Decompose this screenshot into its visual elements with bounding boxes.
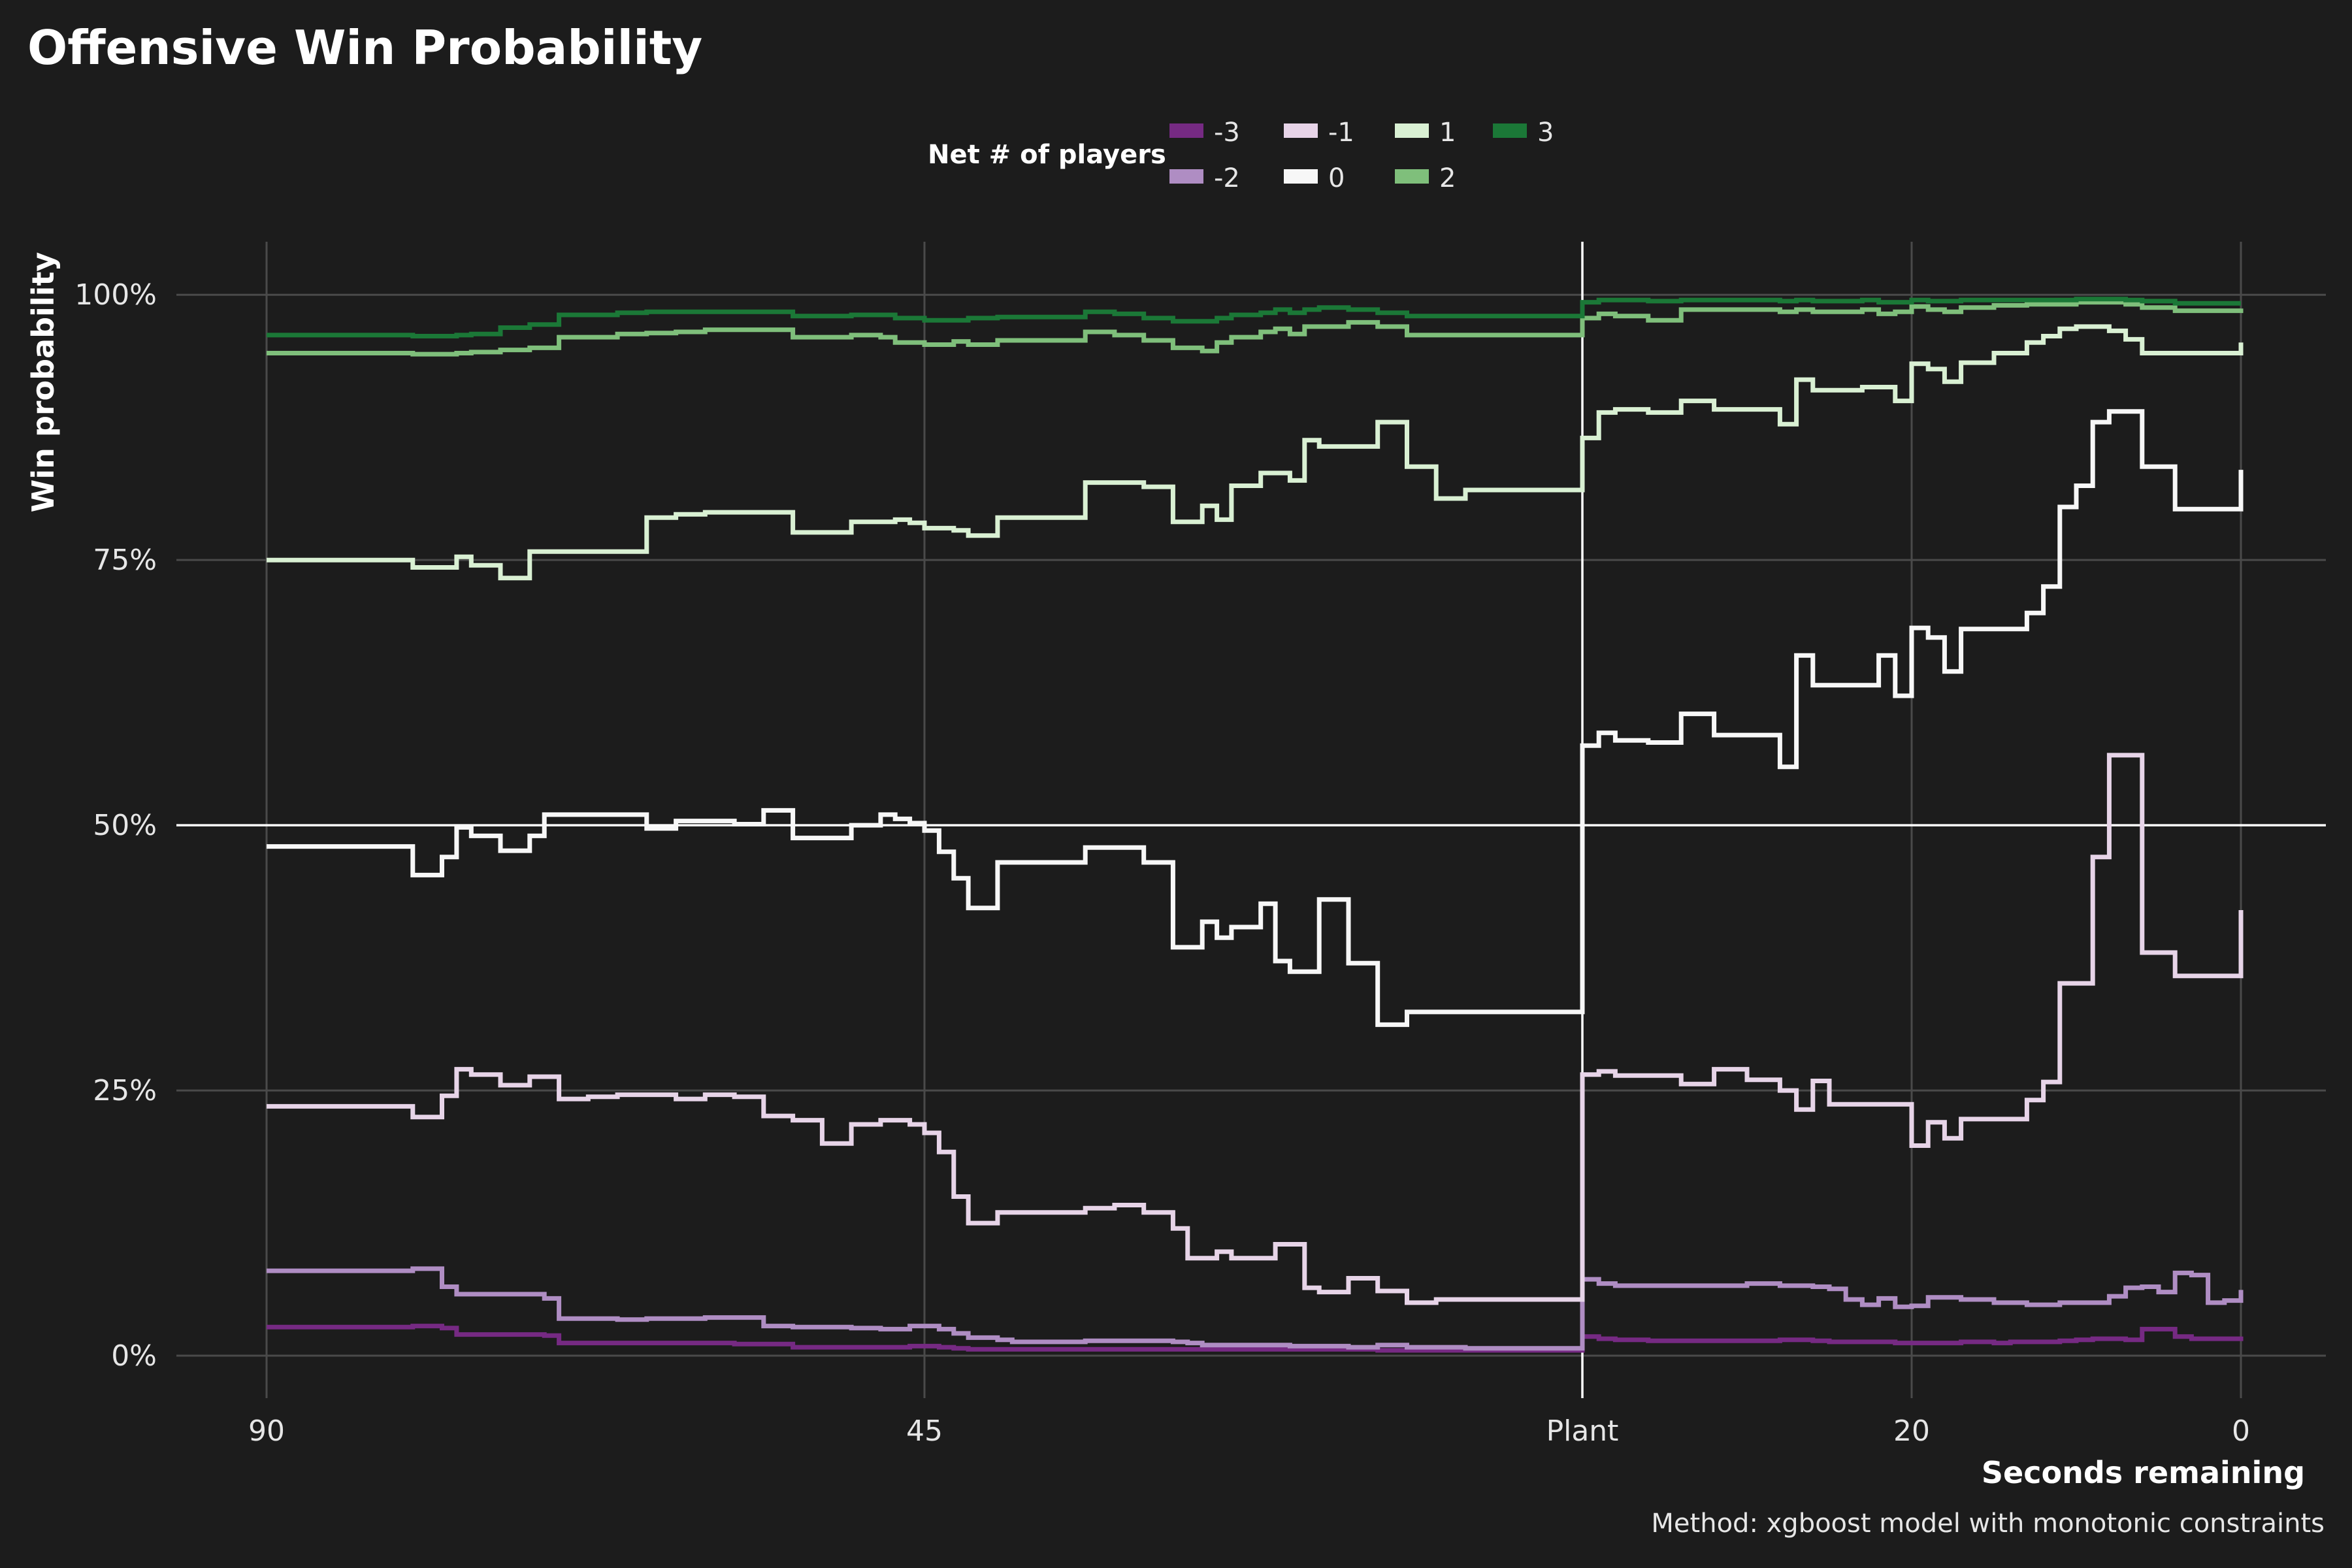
x-axis-title: Seconds remaining (1982, 1455, 2305, 1490)
x-axis-ticks: 90 45 Plant 20 0 (248, 1414, 2250, 1448)
series--2 (267, 1266, 2244, 1351)
y-tick-label: 50% (93, 809, 157, 842)
y-tick-label: 75% (93, 544, 157, 577)
legend-label-0: 0 (1328, 163, 1345, 193)
y-tick-label: 25% (93, 1074, 157, 1107)
series-1 (267, 324, 2244, 581)
y-tick-label: 100% (74, 278, 157, 312)
x-tick-label: Plant (1546, 1414, 1619, 1448)
y-axis-ticks: 0% 25% 50% 75% 100% (74, 278, 157, 1373)
legend-label--2: -2 (1214, 163, 1240, 193)
x-tick-label: 90 (248, 1414, 285, 1448)
legend: Net # of players -3 -2 -1 0 1 2 3 (928, 118, 1554, 193)
legend-key-3 (1493, 123, 1527, 138)
legend-title: Net # of players (928, 140, 1166, 170)
x-tick-label: 20 (1893, 1414, 1930, 1448)
y-tick-label: 0% (111, 1339, 157, 1373)
legend-label--3: -3 (1214, 118, 1240, 148)
x-tick-label: 45 (906, 1414, 943, 1448)
y-axis-title: Win probability (25, 252, 61, 513)
series-line--2 (267, 1266, 2244, 1351)
series-line-2 (267, 300, 2244, 357)
series-0 (267, 409, 2244, 1027)
legend-key-1 (1395, 123, 1429, 138)
legend-label--1: -1 (1328, 118, 1354, 148)
series-line-0 (267, 409, 2244, 1027)
legend-label-3: 3 (1537, 118, 1554, 148)
series-line-1 (267, 324, 2244, 581)
legend-label-2: 2 (1439, 163, 1456, 193)
series-line--1 (267, 753, 2244, 1305)
series-2 (267, 300, 2244, 357)
caption: Method: xgboost model with monotonic con… (1651, 1509, 2325, 1539)
series-3 (267, 297, 2241, 338)
series-group (267, 297, 2244, 1353)
legend-key--1 (1284, 123, 1318, 138)
legend-key-0 (1284, 169, 1318, 184)
legend-label-1: 1 (1439, 118, 1456, 148)
legend-key-2 (1395, 169, 1429, 184)
legend-key--3 (1169, 123, 1203, 138)
series--1 (267, 753, 2244, 1305)
legend-key--2 (1169, 169, 1203, 184)
chart-title: Offensive Win Probability (27, 20, 702, 75)
x-tick-label: 0 (2232, 1414, 2250, 1448)
series-line-3 (267, 297, 2241, 338)
